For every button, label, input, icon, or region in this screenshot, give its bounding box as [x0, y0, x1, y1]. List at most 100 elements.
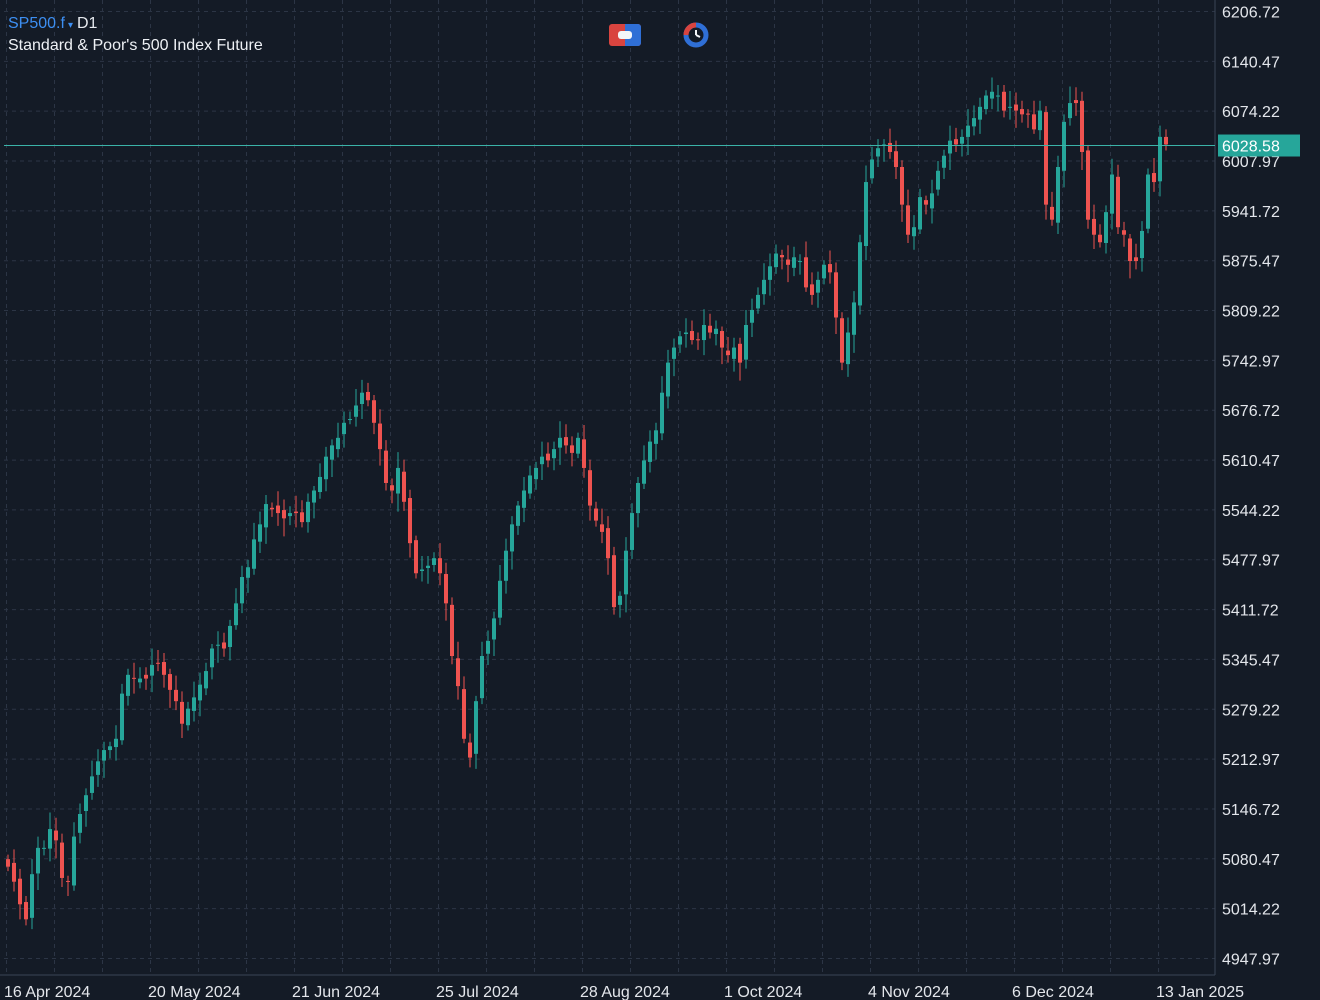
candle-body [1146, 174, 1150, 229]
candle-body [600, 524, 604, 532]
candle-body [1008, 106, 1012, 108]
candle-body [840, 318, 844, 363]
candle-body [1092, 218, 1096, 235]
candle-body [78, 814, 82, 833]
candle-body [462, 689, 466, 739]
candle-body [42, 847, 46, 849]
candle-body [396, 467, 400, 494]
candle-body [426, 565, 430, 568]
candle-body [846, 332, 850, 365]
y-tick-label: 6074.22 [1222, 104, 1280, 121]
candle-body [534, 467, 538, 480]
candle-body [636, 482, 640, 514]
candle-body [720, 331, 724, 348]
candle-body [510, 524, 514, 552]
candle-body [132, 677, 136, 679]
candle-body [558, 437, 562, 448]
candle-body [288, 513, 292, 517]
candle-body [690, 331, 694, 341]
current-price-label: 6028.58 [1222, 139, 1280, 156]
candle-body [780, 255, 784, 258]
timeframe-label[interactable]: D1 [76, 15, 98, 32]
candle-body [1062, 121, 1066, 171]
candle-body [522, 490, 526, 508]
candle-body [18, 878, 22, 905]
candle-body [564, 437, 568, 446]
x-tick-label: 16 Apr 2024 [4, 984, 90, 1000]
candle-body [150, 665, 154, 676]
candle-body [774, 253, 778, 268]
x-tick-label: 25 Jul 2024 [436, 984, 519, 1000]
candle-body [618, 595, 622, 605]
candle-body [1074, 100, 1078, 104]
candle-body [1116, 176, 1120, 228]
candle-body [204, 671, 208, 689]
candle-body [678, 336, 682, 345]
symbol-label[interactable]: SP500.f [8, 15, 65, 32]
y-tick-label: 5941.72 [1222, 204, 1280, 221]
candle-body [1050, 206, 1054, 220]
candle-body [630, 513, 634, 550]
candle-body [750, 309, 754, 323]
candle-body [12, 862, 16, 882]
candle-body [222, 642, 226, 649]
candle-body [960, 136, 964, 144]
candle-body [108, 746, 112, 751]
candle-body [858, 242, 862, 306]
candle-body [1032, 114, 1036, 130]
candle-body [318, 476, 322, 493]
candle-body [978, 106, 982, 120]
candle-body [834, 272, 838, 318]
candle-body [408, 498, 412, 544]
one-click-trading-button[interactable] [609, 22, 641, 48]
candle-body [258, 524, 262, 542]
candle-body [876, 148, 880, 157]
y-tick-label: 5279.22 [1222, 702, 1280, 719]
candle-body [72, 836, 76, 886]
candle-body [498, 580, 502, 618]
candle-body [576, 437, 580, 454]
candle-body [672, 347, 676, 359]
candle-body [192, 697, 196, 711]
candle-body [1026, 113, 1030, 115]
candle-body [60, 842, 64, 878]
candle-body [870, 159, 874, 179]
candle-body [942, 155, 946, 168]
candle-body [90, 776, 94, 793]
candle-body [768, 266, 772, 280]
auto-refresh-button[interactable] [680, 22, 712, 48]
candle-body [654, 430, 658, 444]
candle-body [1038, 110, 1042, 131]
y-tick-label: 5014.22 [1222, 902, 1280, 919]
candle-body [786, 259, 790, 265]
candle-body [282, 510, 286, 519]
candle-body [342, 422, 346, 435]
candle-body [246, 567, 250, 578]
candle-body [1098, 234, 1102, 243]
candle-body [432, 558, 436, 565]
candle-body [546, 453, 550, 461]
candle-body [984, 95, 988, 110]
candle-body [276, 505, 280, 514]
y-tick-label: 5676.72 [1222, 403, 1280, 420]
y-tick-label: 6206.72 [1222, 4, 1280, 21]
candle-body [696, 339, 700, 341]
candle-body [1056, 167, 1060, 223]
y-tick-label: 5809.22 [1222, 304, 1280, 321]
candle-body [234, 603, 238, 626]
instrument-description: Standard & Poor's 500 Index Future [8, 37, 263, 54]
candle-body [438, 558, 442, 574]
candle-body [606, 528, 610, 559]
symbol-dropdown-icon[interactable]: ▾ [67, 20, 73, 31]
candle-body [144, 674, 148, 679]
candle-body [24, 902, 28, 920]
candle-body [504, 550, 508, 581]
y-tick-label: 5212.97 [1222, 752, 1280, 769]
candle-body [1044, 112, 1048, 205]
candle-body [1068, 103, 1072, 119]
candle-body [420, 569, 424, 572]
candle-body [180, 701, 184, 724]
candle-body [264, 504, 268, 528]
candle-body [516, 505, 520, 526]
